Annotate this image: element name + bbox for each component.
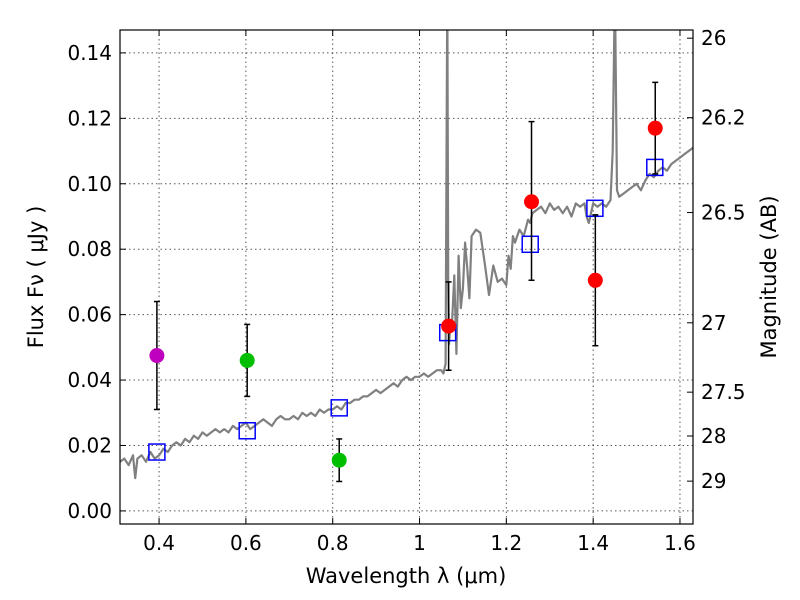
observed-flux-point [441, 318, 457, 334]
marker-layer [148, 81, 664, 483]
right-axis-label: Magnitude (AB) [757, 195, 781, 358]
right-tick-label: 26.2 [701, 106, 746, 130]
y-axis-label: Flux Fν ( μJy ) [24, 206, 48, 349]
model-photometry-square [330, 399, 348, 417]
x-axis-label: Wavelength λ (μm) [306, 564, 507, 588]
model-photometry-square [148, 443, 166, 461]
x-tick-label: 0.4 [143, 531, 175, 555]
x-tick-label: 1.2 [490, 531, 522, 555]
observed-flux-point [149, 348, 165, 364]
model-spectrum-line [120, 30, 693, 480]
observed-flux-point [331, 452, 347, 468]
y-tick-label: 0.10 [67, 172, 112, 196]
x-tick-label: 1.4 [577, 531, 609, 555]
x-tick-label: 0.6 [230, 531, 262, 555]
observed-flux-point [239, 352, 255, 368]
x-tick-label: 1 [413, 531, 426, 555]
y-tick-label: 0.00 [67, 499, 112, 523]
axis-layer: 0.4 0.6 0.8 1 1.2 1.4 1.6 0.00 0.02 0.04 0.06 0.08 0… [67, 26, 745, 555]
y-tick-label: 0.14 [67, 41, 112, 65]
model-photometry-square [238, 422, 256, 440]
right-tick-label: 27.5 [701, 380, 746, 404]
model-photometry-square [586, 199, 604, 218]
y-tick-label: 0.02 [67, 433, 112, 457]
observed-flux-point [587, 272, 603, 288]
observed-flux-point [524, 194, 540, 210]
y-tick-label: 0.06 [67, 303, 112, 327]
right-tick-label: 29 [701, 469, 726, 493]
observed-flux-point [647, 120, 663, 136]
right-tick-label: 26.5 [701, 201, 746, 225]
y-tick-label: 0.04 [67, 368, 112, 392]
plot-frame [119, 29, 694, 525]
grid-layer [120, 30, 693, 524]
y-tick-label: 0.08 [67, 237, 112, 261]
x-tick-label: 1.6 [664, 531, 696, 555]
right-tick-label: 28 [701, 424, 726, 448]
right-tick-label: 27 [701, 311, 726, 335]
x-tick-label: 0.8 [317, 531, 349, 555]
right-tick-label: 26 [701, 26, 726, 50]
data-layer [120, 30, 693, 480]
y-tick-label: 0.12 [67, 106, 112, 130]
model-photometry-square [521, 235, 539, 254]
